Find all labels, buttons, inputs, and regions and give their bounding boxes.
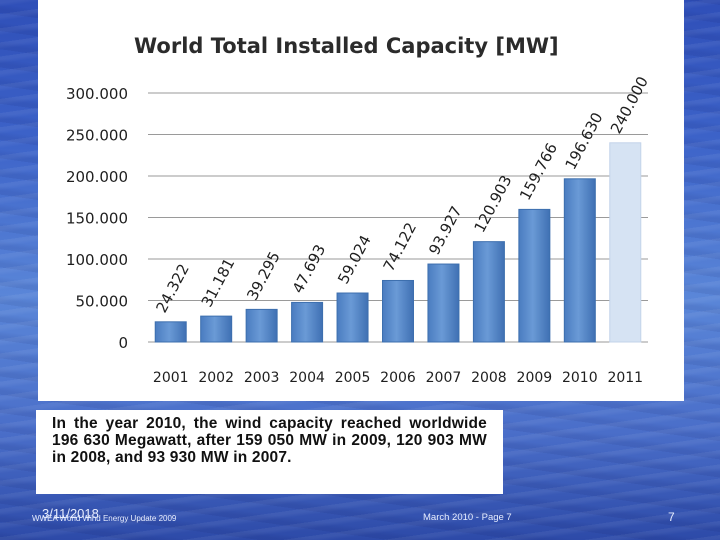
y-tick-label: 150.000 [66,210,128,228]
x-tick-label: 2011 [607,370,643,386]
bar-2009 [518,208,551,343]
summary-paragraph: In the year 2010, the wind capacity reac… [52,415,487,466]
x-tick-label: 2002 [198,370,234,386]
data-label: 47.693 [289,241,330,296]
bar-2003 [245,308,278,343]
x-tick-label: 2006 [380,370,416,386]
bar-2005 [336,292,369,343]
data-label: 120.903 [471,172,516,235]
y-tick-label: 100.000 [66,251,128,269]
bar-2007 [427,263,460,343]
x-tick-label: 2010 [562,370,598,386]
data-label: 24.322 [152,261,193,316]
y-axis-tick-labels: 0 50.000 100.000 150.000 200.000 250.000 300.0… [66,85,128,352]
bar-2002 [200,315,233,343]
x-tick-label: 2008 [471,370,507,386]
bar-2010 [563,178,596,343]
bar-2004 [291,301,324,343]
data-label: 31.181 [198,255,239,310]
summary-text-box: In the year 2010, the wind capacity reac… [36,410,503,494]
footer-source: WWEA World Wind Energy Update 2009 [32,514,177,523]
data-label: 196.630 [561,109,606,172]
data-label: 159.766 [516,140,561,203]
data-label: 74.122 [380,220,421,275]
bar-2011 [609,142,642,343]
page-number: 7 [668,510,675,524]
footer-center: March 2010 - Page 7 [423,512,512,523]
x-tick-label: 2007 [426,370,462,386]
x-tick-label: 2009 [517,370,553,386]
data-label: 39.295 [243,248,284,303]
bar-2006 [382,279,414,343]
x-tick-label: 2005 [335,370,371,386]
bar-chart: World Total Installed Capacity [MW] 0 50.… [66,34,652,386]
chart-title: World Total Installed Capacity [MW] [134,34,559,58]
bar-2008 [472,241,505,343]
x-tick-label: 2003 [244,370,280,386]
y-tick-label: 0 [118,334,128,352]
footer-date: 3/11/2018 [42,506,99,521]
data-label: 93.927 [425,203,466,258]
data-label: 240.000 [607,73,652,136]
y-tick-label: 300.000 [66,85,128,103]
chart-panel: World Total Installed Capacity [MW] 0 50.… [38,0,684,401]
bar-2001 [154,321,187,343]
x-tick-label: 2004 [289,370,325,386]
x-tick-label: 2001 [153,370,189,386]
y-tick-label: 50.000 [76,293,129,311]
x-axis-tick-labels: 2001 2002 2003 2004 2005 2006 2007 2008 2009 2010… [153,370,643,386]
bars [154,142,642,343]
y-tick-label: 250.000 [66,127,128,145]
y-tick-label: 200.000 [66,168,128,186]
